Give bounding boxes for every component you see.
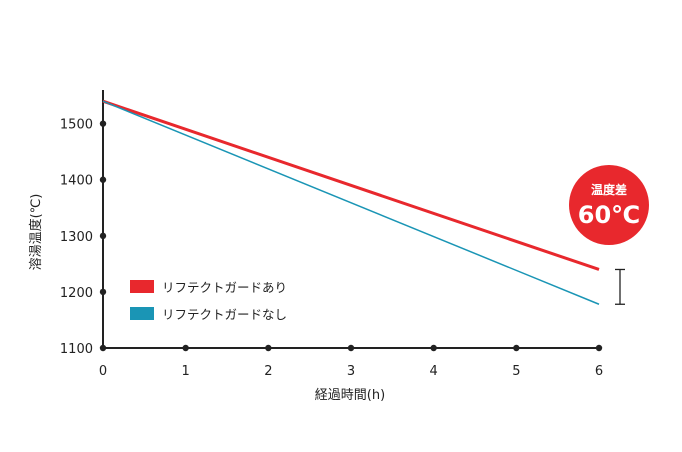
x-tick-dot: [595, 344, 603, 352]
badge-title: 温度差: [591, 182, 627, 197]
series-lines: [102, 99, 600, 305]
x-tick-dot: [347, 344, 355, 352]
x-tick-label: 5: [512, 364, 520, 379]
difference-bracket: [615, 268, 625, 305]
x-tick-dot: [430, 344, 437, 352]
temperature-difference-badge: 温度差 60℃: [569, 165, 649, 245]
y-tick-label: 1500: [60, 118, 93, 133]
y-tick-dot: [99, 176, 107, 183]
series-line-2: [102, 100, 600, 305]
badge-value: 60℃: [578, 201, 640, 229]
y-tick-dot: [99, 232, 107, 240]
y-tick-label: 1300: [60, 230, 93, 245]
x-tick-label: 1: [182, 364, 190, 379]
x-tick-dot: [513, 344, 520, 352]
y-tick-label: 1400: [60, 174, 93, 189]
legend-label-2: リフテクトガードなし: [162, 307, 287, 322]
y-axis-title: 溶湯温度(℃): [28, 194, 44, 271]
y-ticks: 1100 1200 1300 1400 1500: [60, 118, 107, 357]
badge-circle: [569, 165, 649, 245]
x-tick-label: 2: [264, 364, 272, 379]
x-ticks: 0 1 2 3 4 5 6: [99, 344, 603, 379]
y-tick-dot: [99, 288, 107, 296]
x-tick-label: 4: [430, 364, 438, 379]
x-tick-label: 0: [99, 364, 107, 379]
x-tick-label: 6: [595, 364, 603, 379]
y-tick-label: 1200: [60, 286, 93, 301]
y-tick-dot: [99, 120, 107, 127]
series-line-1: [102, 99, 600, 271]
legend-swatch-1: [130, 280, 154, 293]
x-tick-label: 3: [347, 364, 355, 379]
legend-swatch-2: [130, 307, 154, 320]
x-tick-dot: [182, 344, 189, 352]
y-tick-label: 1100: [60, 342, 93, 357]
x-axis-title: 経過時間(h): [315, 388, 385, 403]
legend-label-1: リフテクトガードあり: [162, 280, 287, 295]
x-tick-dot: [265, 344, 272, 352]
y-tick-dot: [99, 344, 107, 352]
